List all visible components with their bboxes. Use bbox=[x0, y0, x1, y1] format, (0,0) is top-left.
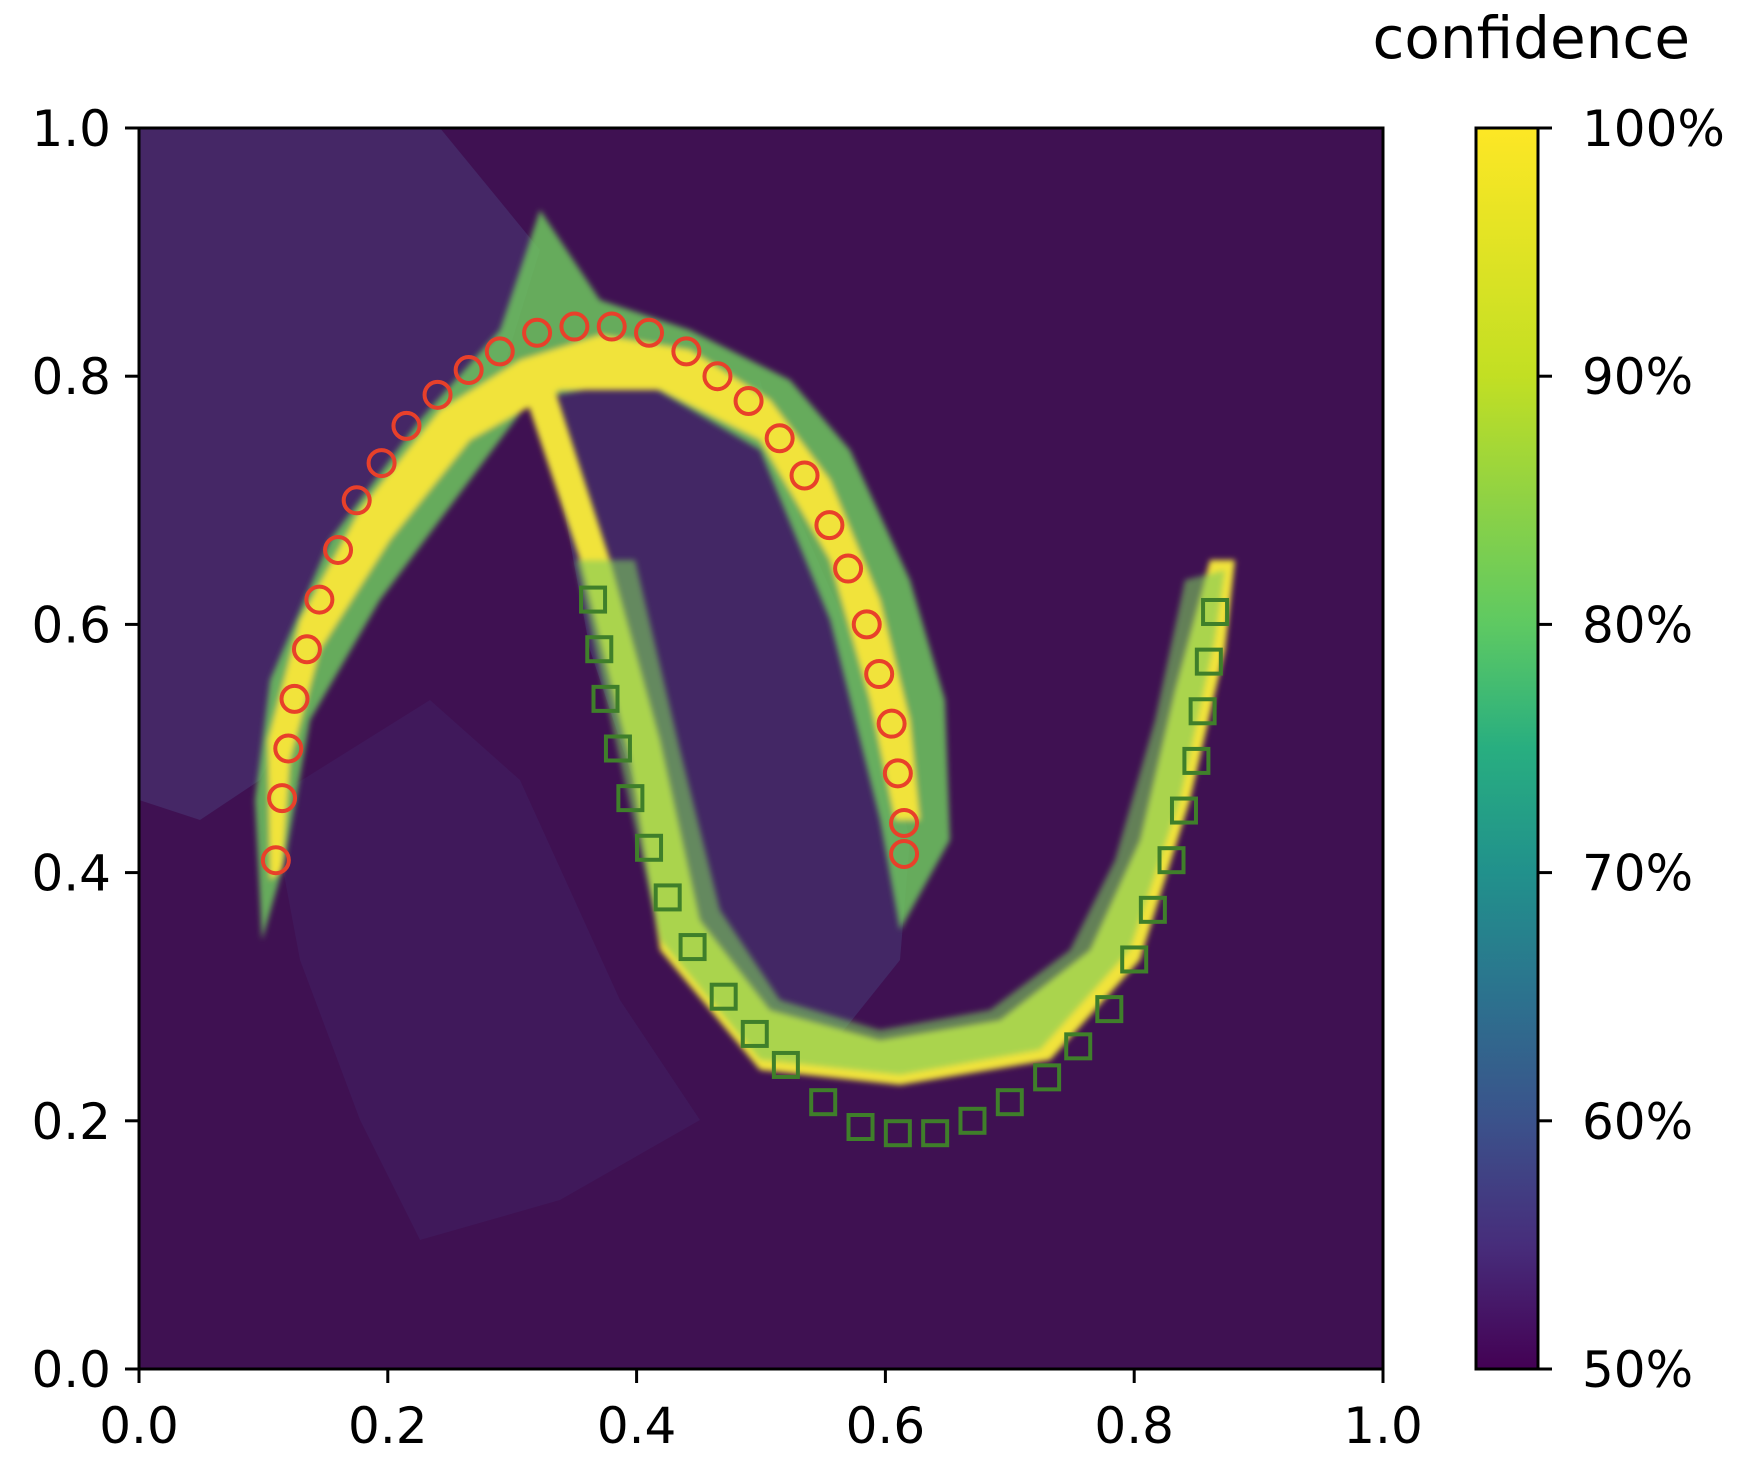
data-point-square bbox=[585, 635, 614, 664]
x-tick-label: 0.6 bbox=[846, 1397, 926, 1455]
confidence-band-class0 bbox=[255, 210, 950, 940]
plot-area bbox=[139, 128, 1383, 1369]
data-point-square bbox=[635, 833, 664, 862]
data-point-square bbox=[616, 784, 645, 813]
colorbar-frame bbox=[1474, 126, 1540, 1371]
colorbar-label: confidence bbox=[1373, 4, 1691, 72]
data-point-square bbox=[1157, 846, 1186, 875]
data-point-circle bbox=[833, 553, 864, 584]
data-point-square bbox=[653, 883, 682, 912]
y-tick-label: 0.2 bbox=[31, 1093, 111, 1151]
data-point-circle bbox=[304, 584, 335, 615]
y-tick-label: 0.8 bbox=[31, 348, 111, 406]
data-point-circle bbox=[889, 807, 920, 838]
x-axis: 0.0 0.2 0.4 0.6 0.8 1.0 bbox=[99, 1369, 1423, 1455]
x-tick-label: 0.0 bbox=[99, 1397, 179, 1455]
data-point-circle bbox=[596, 311, 627, 342]
data-point-square bbox=[1188, 697, 1217, 726]
data-point-square bbox=[1033, 1063, 1062, 1092]
data-point-circle bbox=[391, 410, 422, 441]
data-point-square bbox=[1095, 995, 1124, 1024]
data-point-square bbox=[1169, 796, 1198, 825]
data-point-circle bbox=[366, 448, 397, 479]
data-point-square bbox=[1120, 945, 1149, 974]
data-point-square bbox=[995, 1088, 1024, 1117]
confidence-region-low-bottom bbox=[270, 700, 700, 1240]
data-point-square bbox=[921, 1119, 950, 1148]
data-point-square bbox=[1182, 746, 1211, 775]
colorbar-tick-label: 90% bbox=[1582, 348, 1693, 406]
confidence-bands bbox=[255, 210, 1235, 1085]
data-point-square bbox=[678, 933, 707, 962]
data-point-circle bbox=[484, 336, 515, 367]
x-tick-label: 0.4 bbox=[597, 1397, 677, 1455]
data-point-circle bbox=[671, 336, 702, 367]
x-tick-label: 0.2 bbox=[348, 1397, 428, 1455]
data-point-circle bbox=[323, 534, 354, 565]
data-point-square bbox=[846, 1113, 875, 1142]
confidence-band-class0-core bbox=[268, 335, 920, 880]
data-point-circle bbox=[876, 708, 907, 739]
data-point-circle bbox=[764, 423, 795, 454]
data-point-circle bbox=[341, 485, 372, 516]
data-point-square bbox=[603, 734, 632, 763]
confidence-band-class1-edge bbox=[575, 560, 1225, 1075]
data-point-square bbox=[1138, 895, 1167, 924]
x-tick-label: 1.0 bbox=[1343, 1397, 1423, 1455]
colorbar-tick-label: 60% bbox=[1582, 1093, 1693, 1151]
data-point-circle bbox=[814, 510, 845, 541]
colorbar-tick-label: 70% bbox=[1582, 845, 1693, 903]
colorbar-gradient bbox=[1476, 128, 1538, 1369]
data-point-square bbox=[709, 982, 738, 1011]
data-point-square bbox=[809, 1088, 838, 1117]
y-tick-label: 0.4 bbox=[31, 845, 111, 903]
data-point-circle bbox=[422, 379, 453, 410]
y-tick-label: 0.0 bbox=[31, 1341, 111, 1399]
data-point-circle bbox=[267, 783, 298, 814]
data-point-circle bbox=[702, 361, 733, 392]
data-point-square bbox=[740, 1019, 769, 1048]
data-point-circle bbox=[260, 845, 291, 876]
data-point-circle bbox=[273, 733, 304, 764]
data-point-circle bbox=[279, 683, 310, 714]
series-layer bbox=[260, 311, 1230, 1148]
data-point-square bbox=[1194, 647, 1223, 676]
data-point-square bbox=[591, 684, 620, 713]
data-point-square bbox=[1064, 1032, 1093, 1061]
series-class-0 bbox=[260, 311, 920, 876]
y-tick-label: 1.0 bbox=[31, 100, 111, 158]
colorbar-tick-label: 100% bbox=[1582, 100, 1725, 158]
x-tick-label: 0.8 bbox=[1094, 1397, 1174, 1455]
data-point-square bbox=[579, 585, 608, 614]
data-point-circle bbox=[522, 317, 553, 348]
data-point-circle bbox=[789, 460, 820, 491]
y-tick-label: 0.6 bbox=[31, 596, 111, 654]
data-point-circle bbox=[864, 659, 895, 690]
colorbar: confidence 50% 60% 70% 80% 90% 100% bbox=[1373, 4, 1725, 1399]
series-class-1 bbox=[579, 585, 1230, 1148]
axes-frame bbox=[137, 126, 1385, 1371]
data-point-circle bbox=[634, 317, 665, 348]
data-point-circle bbox=[851, 609, 882, 640]
data-point-circle bbox=[453, 354, 484, 385]
data-point-circle bbox=[291, 634, 322, 665]
data-point-square bbox=[883, 1119, 912, 1148]
data-point-circle bbox=[559, 311, 590, 342]
y-axis: 0.0 0.2 0.4 0.6 0.8 1.0 bbox=[31, 100, 139, 1399]
confidence-region-low-left bbox=[139, 128, 540, 820]
data-point-circle bbox=[882, 758, 913, 789]
data-point-circle bbox=[889, 838, 920, 869]
data-point-square bbox=[1201, 597, 1230, 626]
colorbar-tick-label: 50% bbox=[1582, 1341, 1693, 1399]
data-point-circle bbox=[733, 386, 764, 417]
confidence-region-low-center bbox=[540, 380, 910, 1060]
data-point-square bbox=[958, 1106, 987, 1135]
colorbar-ticks: 50% 60% 70% 80% 90% 100% bbox=[1538, 100, 1725, 1399]
data-point-square bbox=[771, 1050, 800, 1079]
colorbar-tick-label: 80% bbox=[1582, 596, 1693, 654]
